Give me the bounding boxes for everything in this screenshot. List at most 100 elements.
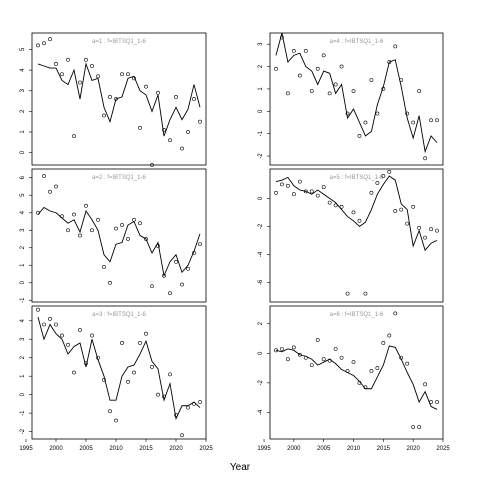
data-point: [297, 352, 302, 357]
data-point: [198, 119, 202, 124]
data-point: [48, 189, 52, 194]
data-point: [144, 331, 148, 336]
data-point: [108, 409, 112, 414]
data-point: [435, 118, 439, 123]
data-point: [339, 204, 344, 209]
y-tick-label: -1: [258, 130, 264, 136]
panel-title: a=4 : f=IBTSQ1_1-6: [330, 39, 384, 45]
data-point: [174, 95, 178, 99]
data-point: [274, 66, 278, 71]
data-point: [345, 291, 350, 296]
data-point: [369, 190, 374, 195]
data-point: [399, 355, 404, 360]
data-point: [345, 111, 350, 116]
data-point: [333, 346, 338, 351]
data-point: [369, 369, 374, 373]
panel-6: a=6 : f=IBTSQ1_1-6 -4 -2 0 2 1995 2000 2005 2010…: [257, 305, 450, 452]
fitted-line: [275, 345, 438, 410]
data-point: [363, 120, 368, 125]
data-point: [138, 221, 142, 226]
panel-title: a=2 : f=IBTSQ1_1-6: [92, 175, 146, 181]
y-tick-label: 2: [20, 109, 26, 113]
data-point: [363, 291, 368, 296]
data-point: [60, 72, 64, 77]
data-point: [375, 366, 380, 370]
data-point: [321, 53, 326, 58]
data-point: [54, 184, 58, 189]
data-point: [66, 342, 70, 347]
x-tick-label: 2025: [436, 446, 450, 452]
data-point: [90, 333, 94, 338]
x-axis-title: Year: [230, 462, 251, 473]
data-point: [357, 218, 362, 223]
panel-title: a=6 : f=IBTSQ1_1-6: [330, 312, 384, 318]
data-point: [72, 370, 76, 375]
x-tick-label: 2000: [287, 446, 301, 452]
y-tick-label: -2: [258, 153, 264, 159]
data-point: [54, 62, 58, 66]
panel-1: a=1 : f=IBTSQ1_1-6 0 1 2 3 4 5: [20, 32, 207, 167]
data-point: [72, 134, 76, 139]
fitted-line: [275, 32, 438, 154]
data-point: [274, 348, 278, 353]
y-tick-label: 1: [20, 263, 26, 267]
data-point: [387, 60, 392, 64]
panel-2: a=4 : f=IBTSQ1_1-6 -2 -1 0 1 2 3: [258, 32, 444, 166]
y-tick-label: 1: [20, 374, 26, 378]
data-point: [405, 221, 410, 226]
data-point: [132, 370, 136, 375]
y-tick-label: 2: [258, 321, 264, 325]
y-tick-label: -6: [258, 279, 264, 285]
data-point: [381, 87, 386, 91]
data-point: [327, 91, 332, 96]
y-tick-label: 4: [20, 210, 26, 214]
panel-title: a=3 : f=IBTSQ1_1-6: [92, 312, 146, 318]
fitted-line: [275, 175, 438, 252]
data-point: [381, 341, 386, 345]
y-tick-label: 3: [258, 42, 264, 46]
data-point: [168, 372, 172, 377]
y-tick-label: 2: [258, 64, 264, 68]
data-point: [60, 333, 64, 338]
x-tick-label: 1995: [257, 446, 271, 452]
data-point: [315, 66, 320, 71]
data-point: [357, 134, 362, 138]
data-point: [156, 392, 160, 397]
y-tick-label: 3: [20, 228, 26, 232]
data-point: [435, 400, 439, 404]
data-point: [327, 358, 332, 363]
data-point: [48, 37, 52, 42]
data-point: [120, 72, 124, 77]
data-point: [399, 207, 404, 212]
data-point: [168, 291, 172, 296]
data-point: [280, 346, 284, 351]
data-point: [150, 284, 154, 289]
data-point: [381, 174, 386, 178]
panel-3: a=2 : f=IBTSQ1_1-6 -1 0 1 2 3 4 5 6: [20, 168, 207, 303]
data-point: [291, 192, 296, 197]
data-point: [411, 425, 416, 430]
data-point: [126, 237, 130, 241]
data-point: [393, 44, 398, 49]
data-point: [36, 210, 40, 215]
data-point: [96, 217, 100, 222]
data-point: [156, 90, 160, 95]
data-point: [162, 394, 166, 399]
data-point: [84, 57, 88, 62]
data-point: [363, 385, 368, 390]
data-point: [303, 355, 308, 360]
data-point: [192, 97, 196, 101]
data-point: [429, 118, 433, 123]
y-tick-label: 5: [20, 47, 26, 51]
data-point: [78, 233, 82, 238]
y-tick-label: 0: [20, 280, 26, 284]
data-point: [405, 361, 410, 366]
y-tick-label: -4: [258, 251, 264, 257]
data-point: [333, 82, 338, 87]
y-tick-label: 3: [20, 88, 26, 92]
data-point: [102, 265, 106, 269]
data-point: [42, 41, 46, 46]
data-point: [120, 341, 124, 345]
data-point: [150, 163, 154, 167]
data-point: [339, 355, 344, 360]
